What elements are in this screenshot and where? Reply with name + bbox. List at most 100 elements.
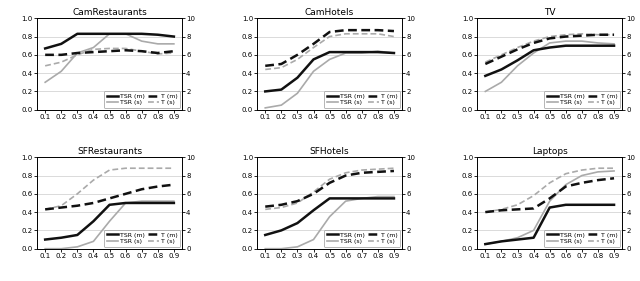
T (m) [261,205,269,208]
TSR (m) [294,76,301,80]
Legend: TSR (m), TSR (s), T (m), T (s): TSR (m), TSR (s), T (m), T (s) [324,91,400,108]
TSR (m) [562,44,570,47]
TSR (m) [497,68,505,71]
TSR (s) [74,245,81,248]
TSR (s) [42,81,49,84]
T (m) [374,28,381,32]
T (s) [278,206,285,209]
T (s) [326,35,333,38]
TSR (m) [90,32,97,35]
Line: TSR (m): TSR (m) [45,203,174,239]
TSR (s) [310,70,317,73]
T (s) [90,48,97,51]
T (m) [358,28,365,32]
Line: T (m): T (m) [45,185,174,209]
T (m) [481,210,489,214]
T (s) [562,172,570,175]
T (m) [546,37,554,40]
T (m) [74,204,81,207]
TSR (s) [374,195,381,198]
TSR (m) [154,33,162,37]
TSR (m) [546,206,554,209]
TSR (s) [530,229,538,232]
TSR (s) [374,49,381,53]
TSR (m) [390,197,398,200]
TSR (m) [610,203,618,207]
T (s) [594,167,602,170]
T (s) [546,181,554,185]
TSR (s) [610,169,618,173]
TSR (m) [390,51,398,55]
T (m) [122,49,129,52]
TSR (s) [90,46,97,49]
TSR (m) [610,44,618,47]
T (m) [546,197,554,200]
Line: TSR (m): TSR (m) [45,34,174,48]
T (m) [562,185,570,188]
TSR (m) [342,50,349,54]
Line: T (m): T (m) [265,30,394,66]
TSR (s) [138,200,145,203]
TSR (m) [514,238,522,241]
TSR (s) [530,51,538,55]
TSR (m) [42,47,49,50]
TSR (m) [74,32,81,35]
TSR (s) [342,200,349,203]
T (s) [74,192,81,196]
TSR (s) [594,41,602,45]
Title: SFRestaurants: SFRestaurants [77,148,142,157]
T (s) [358,32,365,35]
TSR (s) [106,219,113,223]
Line: TSR (s): TSR (s) [265,51,394,108]
Line: TSR (m): TSR (m) [265,52,394,91]
TSR (m) [122,201,129,205]
TSR (m) [138,32,145,35]
T (m) [594,178,602,182]
TSR (m) [358,197,365,200]
T (s) [294,201,301,205]
TSR (s) [594,170,602,174]
T (m) [562,35,570,38]
TSR (m) [530,236,538,239]
T (m) [106,197,113,200]
T (m) [326,30,333,34]
TSR (m) [42,238,49,241]
T (s) [390,35,398,38]
TSR (s) [261,106,269,110]
TSR (s) [74,51,81,55]
TSR (m) [294,221,301,225]
T (m) [138,49,145,53]
T (s) [578,168,586,172]
TSR (s) [326,58,333,61]
T (s) [481,210,489,214]
TSR (m) [261,90,269,93]
TSR (s) [122,32,129,35]
T (s) [278,66,285,69]
T (m) [90,50,97,54]
Title: Laptops: Laptops [532,148,568,157]
TSR (s) [562,183,570,186]
T (s) [138,49,145,53]
Legend: TSR (m), TSR (s), T (m), T (s): TSR (m), TSR (s), T (m), T (s) [544,91,620,108]
T (m) [390,169,398,173]
TSR (s) [294,245,301,248]
T (s) [106,47,113,50]
TSR (m) [310,209,317,212]
TSR (s) [261,247,269,250]
T (m) [74,51,81,55]
T (s) [42,208,49,211]
TSR (m) [578,44,586,47]
Line: T (m): T (m) [485,35,614,64]
T (s) [374,32,381,35]
Line: T (s): T (s) [45,168,174,209]
TSR (s) [562,39,570,43]
TSR (s) [342,51,349,55]
TSR (m) [546,46,554,49]
T (m) [42,53,49,56]
TSR (m) [326,50,333,54]
T (m) [170,183,178,186]
TSR (m) [358,50,365,54]
TSR (s) [58,70,65,73]
TSR (m) [594,44,602,47]
TSR (s) [278,103,285,107]
